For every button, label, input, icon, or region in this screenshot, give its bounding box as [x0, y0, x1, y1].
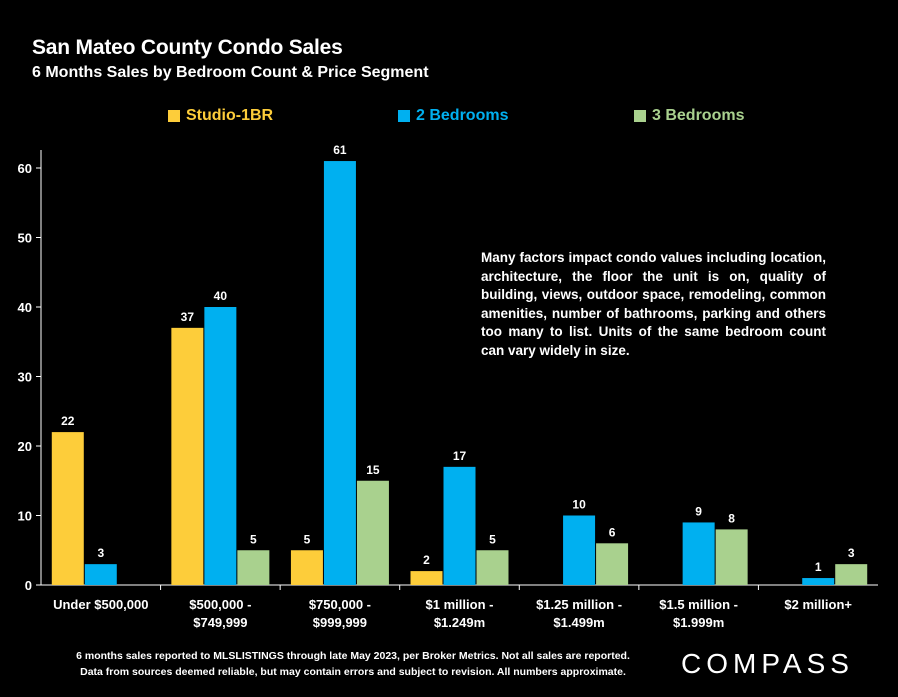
legend-swatch-two-bed [398, 110, 410, 122]
data-label: 1 [815, 560, 822, 574]
bar-2-bedrooms [563, 515, 596, 585]
legend-label-three-bed: 3 Bedrooms [652, 107, 745, 124]
data-label: 15 [366, 463, 380, 477]
x-tick-label: $1.499m [553, 615, 604, 630]
bar-2-bedrooms [802, 578, 835, 585]
y-tick-label: 20 [18, 439, 32, 454]
y-tick-label: 50 [18, 231, 32, 246]
footer-note: 6 months sales reported to MLSLISTINGS t… [28, 648, 678, 680]
footer-line-2: Data from sources deemed reliable, but m… [80, 666, 626, 678]
bar-3-bedrooms [356, 480, 389, 585]
bar-studio-1br [171, 327, 204, 585]
bar-2-bedrooms [323, 161, 356, 586]
y-tick-label: 30 [18, 370, 32, 385]
bar-2-bedrooms [443, 466, 476, 585]
x-tick-label: $749,999 [193, 615, 247, 630]
bar-studio-1br [51, 432, 84, 585]
x-tick-label: $1.5 million - [659, 597, 738, 612]
x-tick-label: $2 million+ [784, 597, 852, 612]
bar-2-bedrooms [84, 564, 117, 585]
data-label: 6 [609, 525, 616, 539]
data-label: 17 [453, 449, 467, 463]
chart-subtitle: 6 Months Sales by Bedroom Count & Price … [32, 64, 429, 81]
x-tick-label: $1.25 million - [536, 597, 622, 612]
x-tick-label: $1.249m [434, 615, 485, 630]
y-tick-label: 0 [25, 578, 32, 593]
legend-label-two-bed: 2 Bedrooms [416, 107, 509, 124]
y-tick-label: 10 [18, 509, 32, 524]
data-label: 9 [695, 504, 702, 518]
x-tick-label: $1 million - [426, 597, 494, 612]
legend-swatch-three-bed [634, 110, 646, 122]
bar-3-bedrooms [835, 564, 868, 585]
data-label: 3 [848, 546, 855, 560]
data-label: 8 [728, 511, 735, 525]
data-label: 5 [250, 532, 257, 546]
bar-3-bedrooms [476, 550, 509, 585]
bar-studio-1br [290, 550, 323, 585]
data-label: 37 [181, 310, 195, 324]
x-tick-label: $1.999m [673, 615, 724, 630]
legend-item-studio: Studio-1BR [168, 106, 273, 126]
data-label: 5 [489, 532, 496, 546]
data-label: 10 [572, 498, 586, 512]
chart-title: San Mateo County Condo Sales [32, 36, 343, 59]
x-tick-label: $750,000 - [309, 597, 371, 612]
legend-item-two-bed: 2 Bedrooms [398, 106, 508, 126]
bar-3-bedrooms [715, 529, 748, 585]
data-label: 22 [61, 414, 75, 428]
y-tick-label: 40 [18, 300, 32, 315]
bar-chart: 0 10 20 30 40 50 60 22 3 Under $500,000 37 40 5 $500,… [18, 143, 878, 630]
y-tick-label: 60 [18, 161, 32, 176]
chart-annotation: Many factors impact condo values includi… [481, 250, 826, 358]
data-label: 5 [304, 532, 311, 546]
bar-3-bedrooms [596, 543, 629, 585]
legend-swatch-studio [168, 110, 180, 122]
data-label: 3 [97, 546, 104, 560]
x-tick-label: Under $500,000 [53, 597, 148, 612]
data-label: 61 [333, 143, 347, 157]
compass-logo: COMPASS [681, 648, 854, 679]
data-label: 2 [423, 553, 430, 567]
legend-item-three-bed: 3 Bedrooms [634, 106, 744, 126]
x-tick-label: $999,999 [313, 615, 367, 630]
bar-3-bedrooms [237, 550, 270, 585]
bar-2-bedrooms [682, 522, 715, 585]
legend-label-studio: Studio-1BR [186, 107, 274, 124]
bar-2-bedrooms [204, 307, 237, 585]
footer-line-1: 6 months sales reported to MLSLISTINGS t… [76, 650, 630, 662]
data-label: 40 [214, 289, 228, 303]
x-tick-label: $500,000 - [189, 597, 251, 612]
bar-studio-1br [410, 571, 443, 585]
